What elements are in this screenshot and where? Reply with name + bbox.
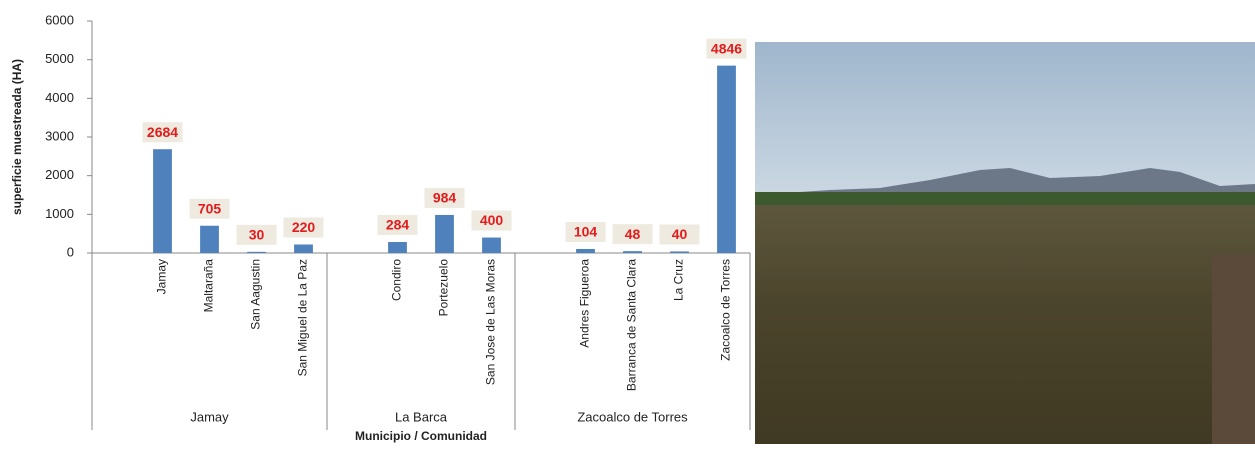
x-tick-label: San Jose de Las Moras (484, 259, 498, 385)
y-axis-title: superficie muestreada (HA) (10, 59, 24, 215)
page: superficie muestreada (HA) Municipio / C… (0, 0, 1255, 444)
bar (717, 66, 736, 253)
y-tick-label: 5000 (45, 51, 74, 66)
value-label: 40 (672, 226, 688, 242)
value-label: 220 (292, 219, 316, 235)
bar (153, 149, 172, 253)
x-tick-label: Andres Figueroa (578, 259, 592, 348)
x-tick-label: San Aagustin (249, 259, 263, 330)
value-label: 705 (198, 200, 222, 216)
bar (247, 252, 266, 253)
bar (623, 251, 642, 253)
x-tick-label: San Miguel de La Paz (296, 259, 310, 376)
value-label: 400 (480, 212, 504, 228)
x-tick-label: Barranca de Santa Clara (625, 259, 639, 391)
y-tick-label: 0 (67, 244, 74, 259)
x-tick-label: Portezuelo (437, 259, 451, 317)
value-label: 284 (386, 217, 410, 233)
value-label: 104 (574, 224, 598, 240)
x-tick-label: Jamay (155, 259, 169, 294)
bar (388, 242, 407, 253)
x-tick-label: Zacoalco de Torres (719, 259, 733, 361)
x-tick-label: Condiro (390, 259, 404, 301)
group-label: Jamay (190, 409, 229, 424)
group-label: La Barca (395, 409, 448, 424)
photo (755, 42, 1255, 444)
y-tick-label: 3000 (45, 128, 74, 143)
bar (294, 244, 313, 253)
value-label: 30 (249, 227, 265, 243)
y-tick-label: 4000 (45, 90, 74, 105)
value-label: 984 (433, 190, 457, 206)
group-label: Zacoalco de Torres (577, 409, 688, 424)
bar (576, 249, 595, 253)
bar (435, 215, 454, 253)
bar (670, 251, 689, 253)
x-tick-label: La Cruz (672, 259, 686, 301)
value-label: 48 (625, 226, 641, 242)
bar (200, 226, 219, 253)
bar (482, 238, 501, 253)
x-axis-title: Municipio / Comunidad (355, 429, 487, 443)
x-tick-label: Maltaraña (202, 259, 216, 313)
value-label: 4846 (711, 40, 742, 56)
value-label: 2684 (147, 124, 178, 140)
y-tick-label: 1000 (45, 206, 74, 221)
y-tick-label: 6000 (45, 12, 74, 27)
y-tick-label: 2000 (45, 167, 74, 182)
